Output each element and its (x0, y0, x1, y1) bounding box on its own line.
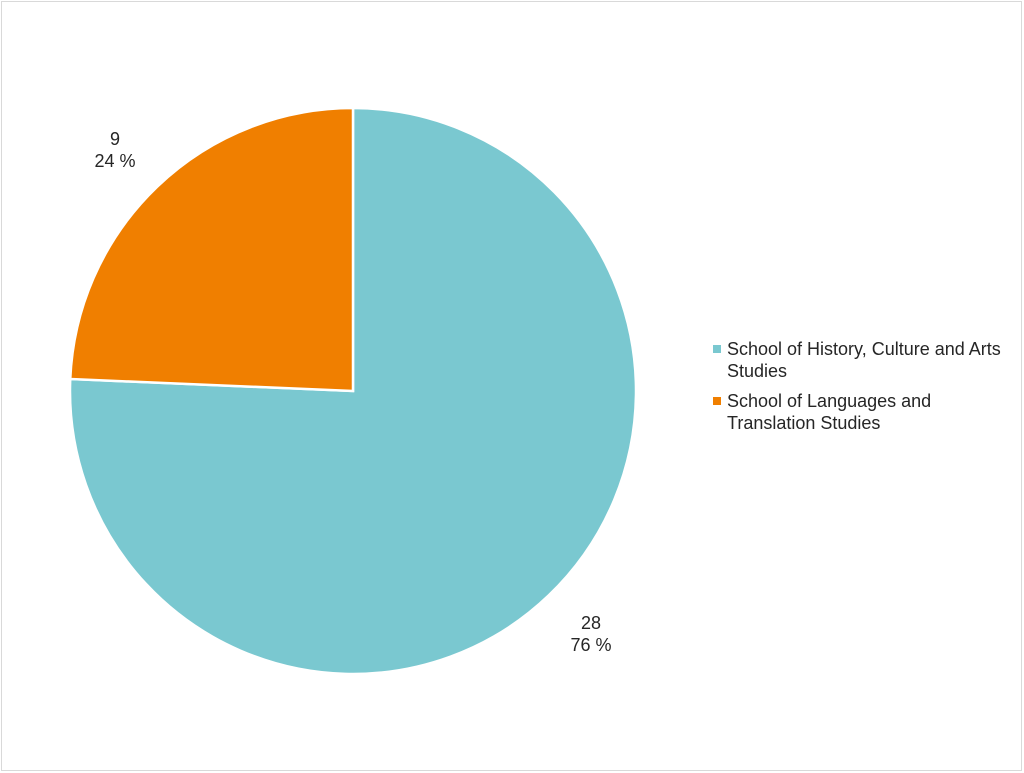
data-label-slice-2: 9 24 % (75, 128, 155, 172)
pie-slice-2 (68, 106, 355, 393)
pie-slice-1 (68, 106, 638, 676)
legend-swatch (713, 345, 721, 353)
data-label-value: 9 (109, 129, 120, 149)
legend-swatch (713, 397, 721, 405)
data-label-percent: 76 % (570, 635, 612, 655)
legend-item: School of Languages and Translation Stud… (710, 390, 1010, 434)
legend-label: School of Languages and Translation Stud… (727, 391, 932, 433)
legend-label: School of History, Culture and Arts Stud… (727, 339, 1001, 381)
data-label-slice-1: 28 76 % (551, 612, 631, 656)
legend-item: School of History, Culture and Arts Stud… (710, 338, 1010, 382)
legend: School of History, Culture and Arts Stud… (710, 338, 1010, 442)
data-label-value: 28 (580, 613, 602, 633)
data-label-percent: 24 % (94, 151, 136, 171)
